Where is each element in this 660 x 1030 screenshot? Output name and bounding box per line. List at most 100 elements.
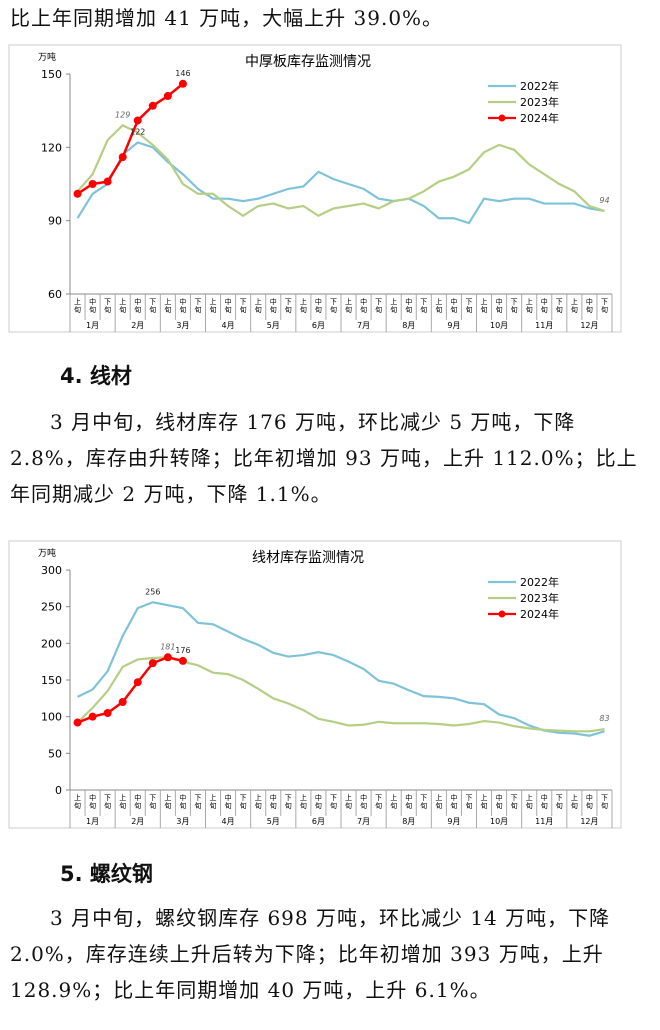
series-point [103, 177, 112, 186]
x-tick-label: 中旬 [405, 297, 412, 314]
x-month-label: 9月 [447, 817, 460, 826]
series-point [148, 659, 157, 668]
x-tick-label: 上旬 [435, 793, 442, 810]
x-tick-label: 中旬 [360, 793, 367, 810]
x-tick-label: 下旬 [240, 794, 247, 810]
x-tick-label: 上旬 [481, 793, 488, 810]
chart-title: 线材库存监测情况 [252, 550, 364, 566]
y-tick-label: 100 [41, 711, 62, 724]
x-tick-label: 下旬 [420, 794, 427, 810]
x-tick-label: 中旬 [496, 793, 503, 810]
x-month-label: 4月 [222, 817, 235, 826]
section-heading-wire-rod: 4. 线材 [60, 364, 132, 388]
x-month-label: 5月 [267, 321, 280, 330]
legend-marker [498, 114, 506, 122]
x-tick-label: 上旬 [164, 793, 171, 810]
chart-border [8, 44, 622, 333]
y-axis-unit: 万吨 [38, 51, 56, 63]
x-tick-label: 上旬 [255, 793, 262, 810]
x-month-label: 3月 [176, 817, 189, 826]
y-tick-label: 150 [41, 674, 62, 687]
x-tick-label: 中旬 [134, 297, 141, 314]
x-tick-label: 中旬 [541, 297, 548, 314]
x-month-label: 6月 [312, 321, 325, 330]
legend-marker [498, 610, 506, 618]
x-tick-label: 下旬 [149, 794, 156, 810]
data-label: 146 [175, 69, 190, 78]
x-tick-label: 中旬 [450, 297, 457, 314]
x-tick-label: 下旬 [194, 298, 201, 314]
paragraph-rebar: 3 月中旬，螺纹钢库存 698 万吨，环比减少 14 万吨，下降 2.0%，库存… [10, 906, 611, 1002]
x-tick-label: 下旬 [104, 794, 111, 810]
paragraph-wire-rod: 3 月中旬，线材库存 176 万吨，环比减少 5 万吨，下降 2.8%，库存由升… [10, 410, 638, 506]
x-month-label: 11月 [535, 321, 553, 330]
x-tick-label: 下旬 [330, 794, 337, 810]
x-tick-label: 上旬 [390, 793, 397, 810]
x-tick-label: 上旬 [481, 297, 488, 314]
x-tick-label: 下旬 [194, 794, 201, 810]
x-tick-label: 下旬 [330, 298, 337, 314]
x-month-label: 4月 [222, 321, 235, 330]
x-tick-label: 中旬 [89, 793, 96, 810]
x-tick-label: 中旬 [405, 793, 412, 810]
legend-label: 2023年 [520, 95, 559, 109]
x-month-label: 2月 [131, 817, 144, 826]
series-line-2022年 [76, 141, 605, 225]
y-tick-label: 200 [41, 637, 62, 650]
series-point [88, 712, 97, 721]
x-tick-label: 上旬 [255, 297, 262, 314]
y-tick-label: 90 [48, 215, 62, 228]
series-point [118, 698, 127, 706]
x-tick-label: 上旬 [210, 297, 217, 314]
x-month-label: 10月 [490, 817, 508, 826]
paragraph-3-tail: 比上年同期增加 41 万吨，大幅上升 39.0%。 [10, 6, 444, 30]
x-tick-label: 上旬 [571, 297, 578, 314]
x-tick-label: 中旬 [270, 793, 277, 810]
y-tick-label: 250 [41, 601, 62, 614]
x-tick-label: 中旬 [134, 793, 141, 810]
x-tick-label: 中旬 [450, 793, 457, 810]
y-tick-label: 300 [41, 564, 62, 577]
x-tick-label: 下旬 [601, 298, 608, 314]
data-label: 176 [175, 646, 190, 655]
chart-border [8, 540, 622, 829]
x-tick-label: 下旬 [556, 794, 563, 810]
series-point [118, 153, 127, 162]
x-tick-label: 上旬 [119, 297, 126, 314]
data-label: 94 [599, 196, 609, 205]
x-tick-label: 上旬 [526, 297, 533, 314]
x-tick-label: 上旬 [164, 297, 171, 314]
legend-label: 2022年 [520, 575, 559, 589]
x-month-label: 8月 [402, 321, 415, 330]
x-tick-label: 上旬 [74, 297, 81, 314]
data-label: 181 [160, 642, 175, 651]
x-tick-label: 中旬 [315, 793, 322, 810]
x-tick-label: 下旬 [511, 794, 518, 810]
section-heading-rebar: 5. 螺纹钢 [60, 862, 153, 886]
series-line-2023年 [76, 656, 605, 733]
legend-label: 2022年 [520, 79, 559, 93]
x-tick-label: 下旬 [556, 298, 563, 314]
x-month-label: 12月 [580, 817, 598, 826]
x-tick-label: 中旬 [179, 793, 186, 810]
x-tick-label: 下旬 [285, 794, 292, 810]
x-tick-label: 中旬 [315, 297, 322, 314]
x-tick-label: 下旬 [465, 794, 472, 810]
y-tick-label: 60 [48, 288, 62, 301]
x-tick-label: 中旬 [541, 793, 548, 810]
x-tick-label: 中旬 [586, 297, 593, 314]
data-label: 122 [130, 127, 145, 136]
series-point [133, 116, 142, 125]
x-tick-label: 上旬 [345, 297, 352, 314]
y-axis-unit: 万吨 [38, 547, 56, 559]
data-label: 83 [599, 714, 609, 723]
x-tick-label: 上旬 [526, 793, 533, 810]
series-point [178, 656, 187, 665]
x-tick-label: 上旬 [300, 297, 307, 314]
x-month-label: 1月 [86, 817, 99, 826]
x-month-label: 7月 [357, 321, 370, 330]
x-tick-label: 上旬 [210, 793, 217, 810]
data-label: 129 [115, 110, 130, 119]
x-tick-label: 下旬 [465, 298, 472, 314]
x-tick-label: 中旬 [270, 297, 277, 314]
